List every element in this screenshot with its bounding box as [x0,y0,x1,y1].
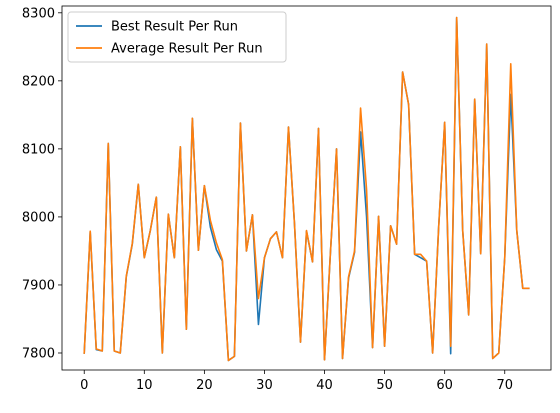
legend-label-2: Average Result Per Run [111,42,263,57]
x-tick-label: 50 [376,378,393,393]
plot-lines [83,16,530,362]
x-tick-label: 20 [196,378,213,393]
x-tick-label: 10 [136,378,153,393]
legend-label-1: Best Result Per Run [111,20,238,35]
y-axis: 7800 7900 8000 8100 8200 8300 [22,6,62,361]
y-tick-label: 7800 [22,346,55,361]
legend: Best Result Per Run Average Result Per Ru… [67,11,287,63]
y-tick-label: 8200 [22,74,55,89]
y-tick-label: 8000 [22,210,55,225]
y-tick-label: 8300 [22,6,55,21]
x-tick-label: 70 [496,378,513,393]
legend-box [67,11,287,63]
x-tick-label: 0 [80,378,88,393]
y-tick-label: 7900 [22,278,55,293]
x-tick-label: 40 [316,378,333,393]
x-tick-label: 30 [256,378,273,393]
y-tick-label: 8100 [22,142,55,157]
x-tick-label: 60 [436,378,453,393]
series-line-2 [83,16,530,362]
axes-frame [61,5,552,371]
x-axis: 0 10 20 30 40 50 60 70 [80,370,513,393]
